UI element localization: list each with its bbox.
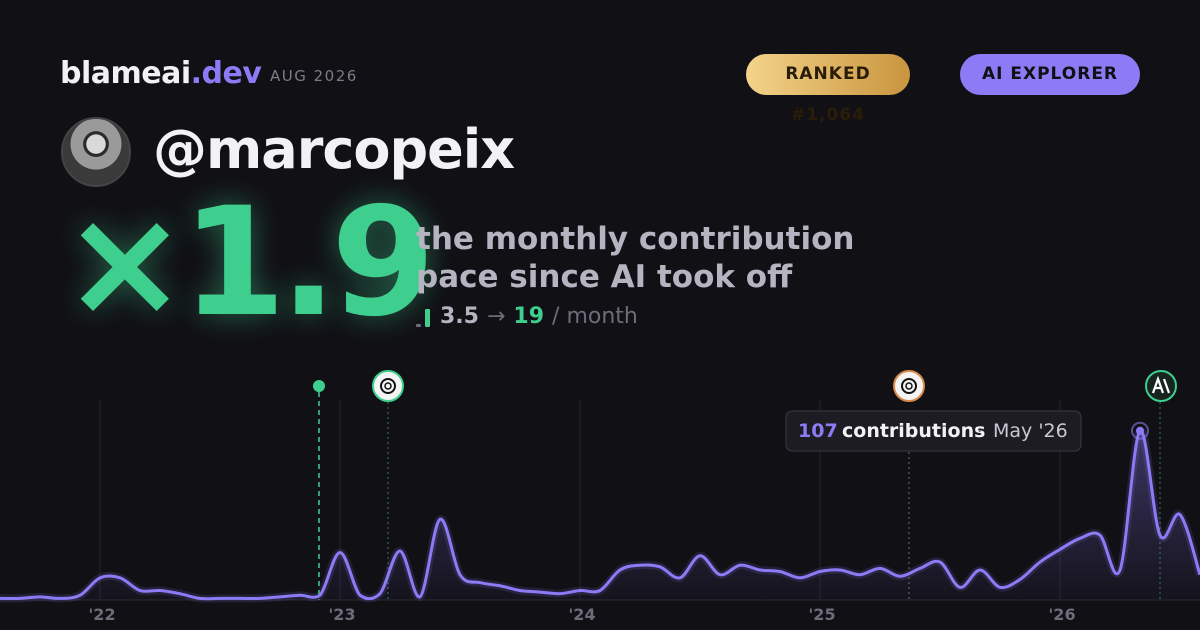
handle: @marcopeix xyxy=(153,118,515,181)
description: the monthly contribution pace since AI to… xyxy=(416,220,854,296)
pace-icon xyxy=(416,307,432,327)
tooltip-label: contributions xyxy=(842,420,985,442)
brand-name: blameai xyxy=(60,56,191,91)
x-tick-label: '22 xyxy=(88,605,115,624)
description-line: pace since AI took off xyxy=(416,259,793,295)
pace-arrow: → xyxy=(486,304,506,329)
x-tick-label: '23 xyxy=(328,605,355,624)
openai-icon xyxy=(372,370,404,402)
multiplier: ×1.9 xyxy=(62,176,435,350)
rank-badge: RANKED #1,064 xyxy=(746,54,910,125)
anthropic-icon xyxy=(1145,370,1177,402)
event-dot xyxy=(313,380,325,392)
tooltip-date: May '26 xyxy=(993,420,1068,442)
x-tick-label: '24 xyxy=(568,605,595,624)
line-glow xyxy=(0,426,1200,603)
pace-before: 3.5 xyxy=(440,304,479,329)
tooltip-separator: · xyxy=(977,422,982,442)
peak-ring xyxy=(1131,421,1149,440)
openai-icon xyxy=(893,370,925,402)
pace: 3.5 → 19 / month xyxy=(416,304,638,329)
tooltip-value: 107 xyxy=(798,420,838,442)
x-tick-label: '25 xyxy=(808,605,835,624)
peak-dot xyxy=(1136,426,1144,435)
tooltip: 107 contributions · May '26 xyxy=(785,410,1082,452)
line xyxy=(0,429,1200,601)
pace-after: 19 xyxy=(513,304,545,329)
brand: blameai.dev xyxy=(60,56,262,91)
avatar xyxy=(61,117,131,187)
description-line: the monthly contribution xyxy=(416,221,855,257)
x-tick-label: '26 xyxy=(1048,605,1075,624)
pace-unit: / month xyxy=(552,304,638,329)
area xyxy=(0,430,1200,600)
brand-suffix: .dev xyxy=(190,56,262,91)
date: AUG 2026 xyxy=(270,67,358,85)
tier-badge: AI EXPLORER xyxy=(960,54,1140,95)
